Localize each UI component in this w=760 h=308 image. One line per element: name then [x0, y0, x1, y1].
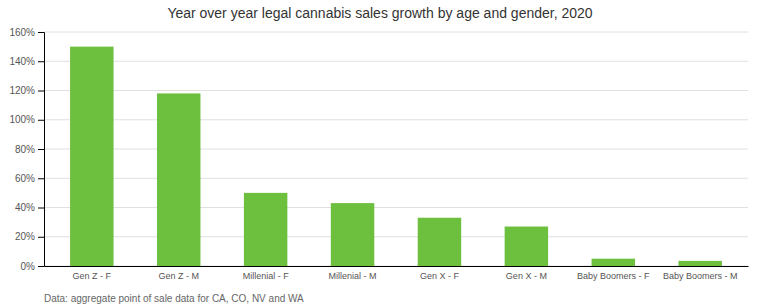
y-tick: 120%	[9, 85, 44, 96]
y-tick-mark	[38, 149, 44, 150]
title: Year over year legal cannabis sales grow…	[167, 5, 592, 21]
y-tick-label: 20%	[15, 231, 35, 242]
grid-line	[44, 236, 748, 237]
y-tick-mark	[38, 237, 44, 238]
x-axis-line	[45, 266, 749, 267]
chart: Year over year legal cannabis sales grow…	[0, 0, 760, 308]
bar	[331, 203, 374, 266]
bar	[244, 193, 287, 266]
y-axis-line	[38, 33, 45, 267]
y-tick-mark	[38, 91, 44, 92]
x-tick: Millenial - M	[329, 271, 377, 281]
grid-line	[44, 266, 748, 267]
x-tick: Millenial - F	[243, 271, 290, 281]
y-tick-label: 80%	[15, 144, 35, 155]
y-tick: 20%	[15, 231, 44, 242]
y-tick: 40%	[15, 202, 44, 213]
y-axis: 0% 20% 40% 60% 80% 100% 120% 140% 160%	[9, 27, 44, 272]
y-tick-label: 160%	[9, 27, 35, 38]
bar	[418, 218, 461, 266]
grid-line	[44, 61, 748, 62]
x-tick: Gen X - M	[506, 271, 547, 281]
y-tick-mark	[38, 120, 44, 121]
x-tick-label: Gen X - F	[420, 271, 460, 281]
y-tick: 140%	[9, 56, 44, 67]
y-tick-mark	[38, 266, 44, 267]
y-tick: 0%	[21, 261, 44, 272]
y-tick-label: 140%	[9, 56, 35, 67]
bar	[70, 47, 113, 266]
x-tick-label: Gen X - M	[506, 271, 547, 281]
y-tick-mark	[38, 61, 44, 62]
y-tick-label: 60%	[15, 173, 35, 184]
y-tick: 160%	[9, 27, 44, 38]
x-axis: Gen Z - F Gen Z - M Millenial - F Millenial…	[45, 267, 749, 282]
y-tick-label: 0%	[21, 261, 36, 272]
y-tick: 100%	[9, 114, 44, 125]
y-tick-mark	[38, 32, 44, 33]
grid-line	[44, 207, 748, 208]
y-tick: 60%	[15, 173, 44, 184]
bar	[678, 261, 721, 266]
y-tick: 80%	[15, 144, 44, 155]
y-tick-label: 120%	[9, 85, 35, 96]
y-tick-mark	[38, 208, 44, 209]
y-tick-label: 100%	[9, 114, 35, 125]
x-tick: Baby Boomers - M	[663, 271, 738, 281]
x-tick: Gen X - F	[420, 271, 460, 281]
grid-line	[44, 149, 748, 150]
y-tick-mark	[38, 178, 44, 179]
plot: 0%20%40%60%80%100%120%140%160%Gen Z - FG…	[9, 27, 748, 282]
bar	[592, 259, 635, 266]
grid-line	[44, 90, 748, 91]
x-tick-label: Baby Boomers - F	[577, 271, 650, 281]
x-tick-label: Gen Z - M	[158, 271, 199, 281]
y-tick-label: 40%	[15, 202, 35, 213]
bar	[505, 227, 548, 266]
x-tick-label: Millenial - F	[243, 271, 290, 281]
x-tick-label: Baby Boomers - M	[663, 271, 738, 281]
bar	[157, 93, 200, 266]
grid-line	[44, 32, 748, 33]
grid-line	[44, 119, 748, 120]
x-tick: Gen Z - M	[158, 271, 199, 281]
footnote: Data: aggregate point of sale data for C…	[44, 293, 304, 304]
x-tick-label: Gen Z - F	[73, 271, 112, 281]
grid-line	[44, 178, 748, 179]
x-tick-label: Millenial - M	[329, 271, 377, 281]
x-tick: Baby Boomers - F	[577, 271, 650, 281]
bars	[70, 47, 722, 266]
x-tick: Gen Z - F	[73, 271, 112, 281]
grid	[44, 32, 748, 266]
